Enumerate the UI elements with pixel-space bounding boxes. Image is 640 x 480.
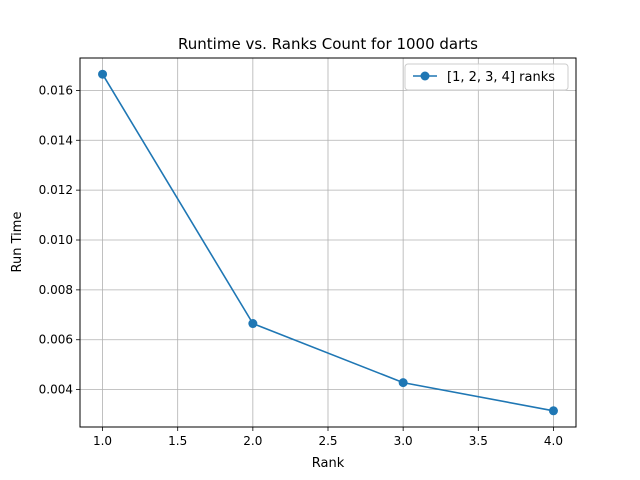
x-tick-label: 4.0	[544, 434, 563, 448]
grid	[80, 58, 576, 427]
chart-title: Runtime vs. Ranks Count for 1000 darts	[178, 35, 478, 53]
legend: [1, 2, 3, 4] ranks	[404, 63, 569, 91]
y-tick-label: 0.016	[39, 83, 73, 97]
data-point	[548, 406, 558, 416]
y-axis-label: Run Time	[10, 212, 25, 273]
x-tick-label: 1.5	[168, 434, 187, 448]
y-tick-label: 0.008	[39, 283, 73, 297]
x-axis-label: Rank	[312, 456, 345, 471]
y-tick-label: 0.004	[39, 383, 73, 397]
legend-label: [1, 2, 3, 4] ranks	[447, 70, 555, 85]
y-tick-label: 0.010	[39, 233, 73, 247]
y-axis: 0.004 0.006 0.008 0.010 0.012 0.014 0.016	[39, 83, 80, 397]
x-tick-label: 2.0	[243, 434, 262, 448]
x-tick-label: 3.5	[469, 434, 488, 448]
y-tick-label: 0.006	[39, 333, 73, 347]
y-tick-label: 0.014	[39, 133, 73, 147]
x-axis: 1.0 1.5 2.0 2.5 3.0 3.5 4.0	[93, 427, 563, 448]
data-point	[98, 69, 108, 79]
series-line	[101, 73, 554, 412]
legend-box	[404, 63, 569, 91]
legend-marker	[420, 71, 430, 81]
x-tick-label: 1.0	[93, 434, 112, 448]
x-tick-label: 2.5	[318, 434, 337, 448]
data-point	[248, 319, 258, 329]
data-point	[398, 378, 408, 388]
y-tick-label: 0.012	[39, 183, 73, 197]
x-tick-label: 3.0	[394, 434, 413, 448]
series-layer	[98, 69, 558, 416]
